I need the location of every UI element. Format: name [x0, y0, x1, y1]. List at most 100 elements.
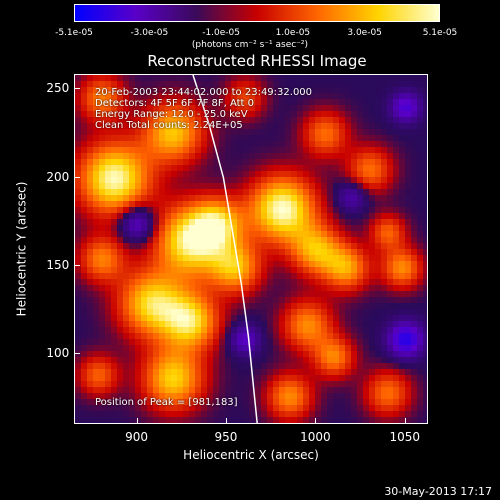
- heatmap-cell: [315, 381, 321, 387]
- heatmap-cell: [153, 297, 159, 303]
- heatmap-cell: [411, 105, 417, 111]
- heatmap-cell: [141, 189, 147, 195]
- heatmap-cell: [399, 339, 405, 345]
- heatmap-cell: [321, 183, 327, 189]
- heatmap-cell: [243, 75, 249, 81]
- heatmap-cell: [309, 327, 315, 333]
- heatmap-cell: [279, 327, 285, 333]
- heatmap-cell: [339, 117, 345, 123]
- heatmap-cell: [225, 177, 231, 183]
- heatmap-cell: [75, 237, 81, 243]
- heatmap-cell: [273, 411, 279, 417]
- heatmap-cell: [345, 81, 351, 87]
- heatmap-cell: [189, 159, 195, 165]
- heatmap-cell: [417, 399, 423, 405]
- heatmap-cell: [165, 327, 171, 333]
- heatmap-cell: [375, 117, 381, 123]
- heatmap-cell: [195, 123, 201, 129]
- heatmap-cell: [99, 339, 105, 345]
- heatmap-cell: [345, 249, 351, 255]
- heatmap-cell: [351, 249, 357, 255]
- heatmap-cell: [333, 147, 339, 153]
- heatmap-cell: [141, 87, 147, 93]
- heatmap-cell: [165, 387, 171, 393]
- heatmap-cell: [243, 87, 249, 93]
- heatmap-cell: [267, 189, 273, 195]
- heatmap-cell: [225, 159, 231, 165]
- heatmap-cell: [201, 297, 207, 303]
- heatmap-cell: [213, 273, 219, 279]
- heatmap-cell: [375, 219, 381, 225]
- heatmap-cell: [303, 75, 309, 81]
- heatmap-cell: [405, 339, 411, 345]
- heatmap-cell: [201, 279, 207, 285]
- heatmap-cell: [363, 279, 369, 285]
- heatmap-cell: [387, 141, 393, 147]
- heatmap-cell: [177, 189, 183, 195]
- heatmap-cell: [327, 411, 333, 417]
- heatmap-cell: [291, 237, 297, 243]
- heatmap-cell: [303, 357, 309, 363]
- heatmap-cell: [351, 297, 357, 303]
- heatmap-cell: [417, 141, 423, 147]
- heatmap-cell: [339, 303, 345, 309]
- heatmap-cell: [309, 183, 315, 189]
- heatmap-cell: [417, 129, 423, 135]
- heatmap-cell: [231, 327, 237, 333]
- heatmap-cell: [357, 189, 363, 195]
- heatmap-cell: [207, 213, 213, 219]
- heatmap-cell: [189, 315, 195, 321]
- heatmap-cell: [381, 207, 387, 213]
- heatmap-cell: [375, 303, 381, 309]
- heatmap-cell: [225, 225, 231, 231]
- heatmap-cell: [351, 123, 357, 129]
- heatmap-cell: [105, 171, 111, 177]
- heatmap-cell: [93, 381, 99, 387]
- heatmap-cell: [231, 399, 237, 405]
- heatmap-cell: [315, 81, 321, 87]
- heatmap-cell: [111, 147, 117, 153]
- heatmap-cell: [357, 129, 363, 135]
- heatmap-cell: [171, 387, 177, 393]
- heatmap-cell: [207, 129, 213, 135]
- heatmap-cell: [315, 363, 321, 369]
- heatmap-cell: [111, 75, 117, 81]
- heatmap-cell: [123, 249, 129, 255]
- heatmap-cell: [249, 357, 255, 363]
- heatmap-cell: [231, 255, 237, 261]
- heatmap-cell: [255, 357, 261, 363]
- heatmap-cell: [423, 315, 427, 321]
- heatmap-cell: [237, 159, 243, 165]
- heatmap-cell: [405, 153, 411, 159]
- heatmap-cell: [117, 105, 123, 111]
- heatmap-cell: [243, 183, 249, 189]
- heatmap-cell: [243, 369, 249, 375]
- heatmap-cell: [357, 237, 363, 243]
- heatmap-cell: [261, 225, 267, 231]
- heatmap-cell: [291, 189, 297, 195]
- heatmap-cell: [99, 147, 105, 153]
- heatmap-cell: [399, 159, 405, 165]
- heatmap-cell: [357, 99, 363, 105]
- heatmap-cell: [339, 135, 345, 141]
- heatmap-cell: [231, 153, 237, 159]
- heatmap-cell: [297, 321, 303, 327]
- heatmap-cell: [243, 105, 249, 111]
- heatmap-cell: [327, 189, 333, 195]
- heatmap-cell: [273, 303, 279, 309]
- heatmap-cell: [411, 135, 417, 141]
- heatmap-cell: [291, 345, 297, 351]
- heatmap-cell: [351, 207, 357, 213]
- heatmap-cell: [333, 141, 339, 147]
- heatmap-cell: [75, 213, 81, 219]
- heatmap-cell: [255, 255, 261, 261]
- heatmap-cell: [201, 87, 207, 93]
- heatmap-cell: [393, 75, 399, 81]
- heatmap-cell: [219, 357, 225, 363]
- heatmap-cell: [381, 333, 387, 339]
- heatmap-cell: [237, 237, 243, 243]
- heatmap-cell: [327, 369, 333, 375]
- heatmap-cell: [345, 357, 351, 363]
- heatmap-cell: [351, 153, 357, 159]
- heatmap-cell: [369, 147, 375, 153]
